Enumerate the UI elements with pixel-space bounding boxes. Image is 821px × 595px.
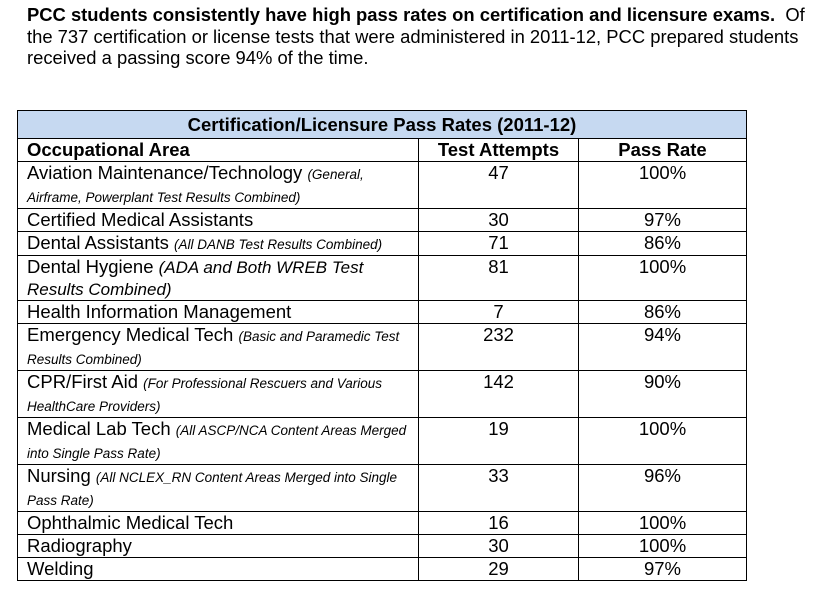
attempts-cell: 16: [418, 511, 579, 535]
table-row: Radiography 30 100%: [17, 534, 747, 558]
rate-cell: 90%: [578, 370, 747, 418]
attempts-cell: 71: [418, 231, 579, 256]
area-name: Emergency Medical Tech: [27, 324, 234, 345]
table-row: Certified Medical Assistants 30 97%: [17, 208, 747, 232]
rate-cell: 100%: [578, 511, 747, 535]
rate-cell: 97%: [578, 557, 747, 581]
area-cell: Aviation Maintenance/Technology (General…: [17, 161, 419, 209]
area-cell: Dental Assistants (All DANB Test Results…: [17, 231, 419, 256]
area-note: (All NCLEX_RN Content Areas Merged into …: [27, 470, 398, 508]
area-cell: Medical Lab Tech (All ASCP/NCA Content A…: [17, 417, 419, 465]
area-name: Ophthalmic Medical Tech: [27, 512, 234, 533]
header-cell: Pass Rate: [578, 138, 747, 162]
area-name: Medical Lab Tech: [27, 418, 171, 439]
area-cell: Ophthalmic Medical Tech: [17, 511, 419, 535]
area-cell: Welding: [17, 557, 419, 581]
intro-bold: PCC students consistently have high pass…: [27, 4, 776, 25]
attempts-cell: 30: [418, 534, 579, 558]
table-title: Certification/Licensure Pass Rates (2011…: [17, 110, 747, 139]
area-note: (Basic and Paramedic Test Results Combin…: [27, 329, 400, 367]
rate-cell: 96%: [578, 464, 747, 512]
area-name: Certified Medical Assistants: [27, 209, 254, 230]
area-cell: Nursing (All NCLEX_RN Content Areas Merg…: [17, 464, 419, 512]
attempts-cell: 232: [418, 323, 579, 371]
attempts-cell: 47: [418, 161, 579, 209]
area-cell: Health Information Management: [17, 300, 419, 324]
table-row: Emergency Medical Tech (Basic and Parame…: [17, 323, 747, 371]
area-cell: Radiography: [17, 534, 419, 558]
attempts-cell: 81: [418, 255, 579, 301]
attempts-cell: 7: [418, 300, 579, 324]
area-name: CPR/First Aid: [27, 371, 139, 392]
area-note: (All ASCP/NCA Content Areas Merged into …: [27, 423, 407, 461]
area-note: (General, Airframe, Powerplant Test Resu…: [27, 167, 364, 205]
area-cell: Certified Medical Assistants: [17, 208, 419, 232]
header-cell: Test Attempts: [418, 138, 579, 162]
table-row: Health Information Management 7 86%: [17, 300, 747, 324]
table-row: Dental Assistants (All DANB Test Results…: [17, 231, 747, 256]
intro: PCC students consistently have high pass…: [27, 4, 817, 69]
area-name: Nursing: [27, 465, 91, 486]
attempts-cell: 33: [418, 464, 579, 512]
area-cell: CPR/First Aid (For Professional Rescuers…: [17, 370, 419, 418]
area-name: Radiography: [27, 535, 132, 556]
area-name: Aviation Maintenance/Technology: [27, 162, 303, 183]
rate-cell: 86%: [578, 300, 747, 324]
rate-cell: 86%: [578, 231, 747, 256]
table-row: Medical Lab Tech (All ASCP/NCA Content A…: [17, 417, 747, 465]
header-cell: Occupational Area: [17, 138, 419, 162]
rate-cell: 100%: [578, 255, 747, 301]
area-cell: Dental Hygiene (ADA and Both WREB Test R…: [17, 255, 419, 301]
attempts-cell: 142: [418, 370, 579, 418]
table-row: Ophthalmic Medical Tech 16 100%: [17, 511, 747, 535]
area-note: (ADA and Both WREB Test Results Combined…: [27, 258, 364, 299]
table-row: Welding 29 97%: [17, 557, 747, 581]
rate-cell: 97%: [578, 208, 747, 232]
attempts-cell: 19: [418, 417, 579, 465]
intro-text: Of the 737 certification or license test…: [27, 4, 805, 68]
table-row: Dental Hygiene (ADA and Both WREB Test R…: [17, 255, 747, 301]
area-name: Dental Hygiene: [27, 256, 154, 277]
table-row: Aviation Maintenance/Technology (General…: [17, 161, 747, 209]
rate-cell: 100%: [578, 534, 747, 558]
area-name: Health Information Management: [27, 301, 292, 322]
attempts-cell: 29: [418, 557, 579, 581]
area-name: Dental Assistants: [27, 232, 169, 253]
area-cell: Emergency Medical Tech (Basic and Parame…: [17, 323, 419, 371]
rate-cell: 100%: [578, 417, 747, 465]
rate-cell: 94%: [578, 323, 747, 371]
attempts-cell: 30: [418, 208, 579, 232]
area-note: (All DANB Test Results Combined): [174, 237, 383, 252]
pass-rate-table: Certification/Licensure Pass Rates (2011…: [17, 110, 747, 581]
table-row: CPR/First Aid (For Professional Rescuers…: [17, 370, 747, 418]
table-body: Aviation Maintenance/Technology (General…: [17, 161, 747, 581]
area-note: (For Professional Rescuers and Various H…: [27, 376, 383, 414]
area-name: Welding: [27, 558, 94, 579]
rate-cell: 100%: [578, 161, 747, 209]
table-row: Nursing (All NCLEX_RN Content Areas Merg…: [17, 464, 747, 512]
